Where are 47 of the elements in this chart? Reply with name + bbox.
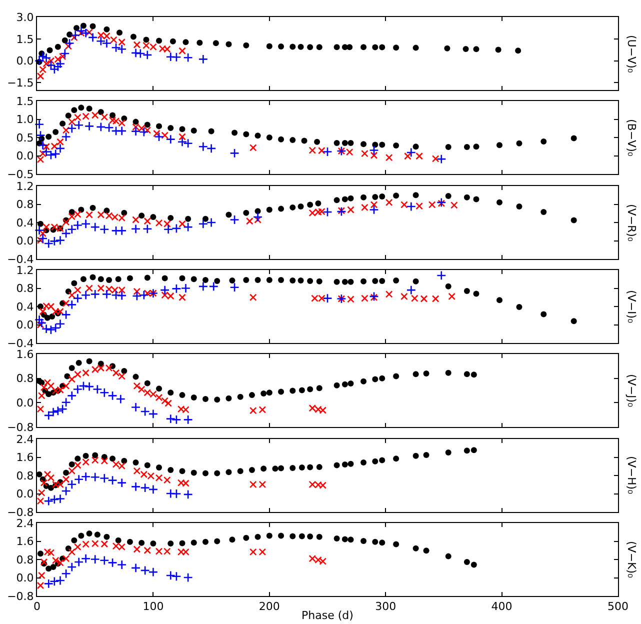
y-tick-label: 1.2 xyxy=(16,179,34,192)
y-axis-title: (V−K)₀ xyxy=(625,540,638,578)
y-tick-label: 0.8 xyxy=(16,282,34,295)
x-axis-title: Phase (d) xyxy=(302,608,354,622)
y-tick-label: 0.8 xyxy=(16,553,34,566)
y-tick-label: −1.5 xyxy=(7,76,34,90)
y-axis-title: (V−H)₀ xyxy=(625,456,638,494)
y-tick-label: −0.4 xyxy=(7,252,34,266)
x-tick-label: 0 xyxy=(34,600,40,613)
y-tick-label: 2.4 xyxy=(16,516,34,530)
x-tick-label: 200 xyxy=(258,600,280,613)
y-tick-label: 0.4 xyxy=(16,300,34,314)
y-tick-label: 1.6 xyxy=(16,534,34,548)
y-tick-label: 1.5 xyxy=(16,32,34,46)
y-tick-label: −0.5 xyxy=(7,168,34,182)
y-tick-label: 0.0 xyxy=(16,571,34,584)
y-tick-label: −0.8 xyxy=(7,590,34,603)
y-tick-label: −0.8 xyxy=(7,421,34,434)
y-tick-label: 1.6 xyxy=(16,450,34,464)
x-tick-label: 100 xyxy=(142,600,164,613)
y-tick-label: 0.0 xyxy=(16,234,34,248)
y-tick-label: 3.0 xyxy=(16,10,34,24)
y-axis-title: (B−V)₀ xyxy=(625,119,638,158)
x-tick-label: 500 xyxy=(608,600,628,613)
x-tick-label: 300 xyxy=(375,600,396,613)
y-tick-label: 2.4 xyxy=(16,432,34,446)
y-tick-label: 0.0 xyxy=(16,150,34,163)
y-axis-title: (V−R)₀ xyxy=(625,204,638,242)
y-tick-label: 0.8 xyxy=(16,468,34,482)
y-axis-title: (V−J)₀ xyxy=(625,374,638,408)
y-tick-label: 1.6 xyxy=(16,348,34,362)
x-tick-label: 400 xyxy=(491,600,512,613)
y-tick-label: 1.5 xyxy=(16,95,34,108)
y-tick-label: 0.0 xyxy=(16,396,34,410)
y-tick-label: 0.8 xyxy=(16,372,34,386)
y-tick-label: 1.0 xyxy=(16,113,34,126)
y-axis-title: (U−V)₀ xyxy=(625,35,638,74)
y-tick-label: 0.4 xyxy=(16,216,34,229)
y-tick-label: −0.8 xyxy=(7,505,34,518)
y-tick-label: 0.0 xyxy=(16,318,34,332)
y-tick-label: 0.8 xyxy=(16,198,34,211)
y-tick-label: 0.0 xyxy=(16,487,34,500)
y-tick-label: 1.2 xyxy=(16,264,34,277)
y-tick-label: 0.5 xyxy=(16,132,34,145)
y-tick-label: −0.4 xyxy=(7,336,34,350)
y-axis-title: (V−I)₀ xyxy=(625,290,638,324)
y-tick-label: 0.0 xyxy=(16,54,34,68)
